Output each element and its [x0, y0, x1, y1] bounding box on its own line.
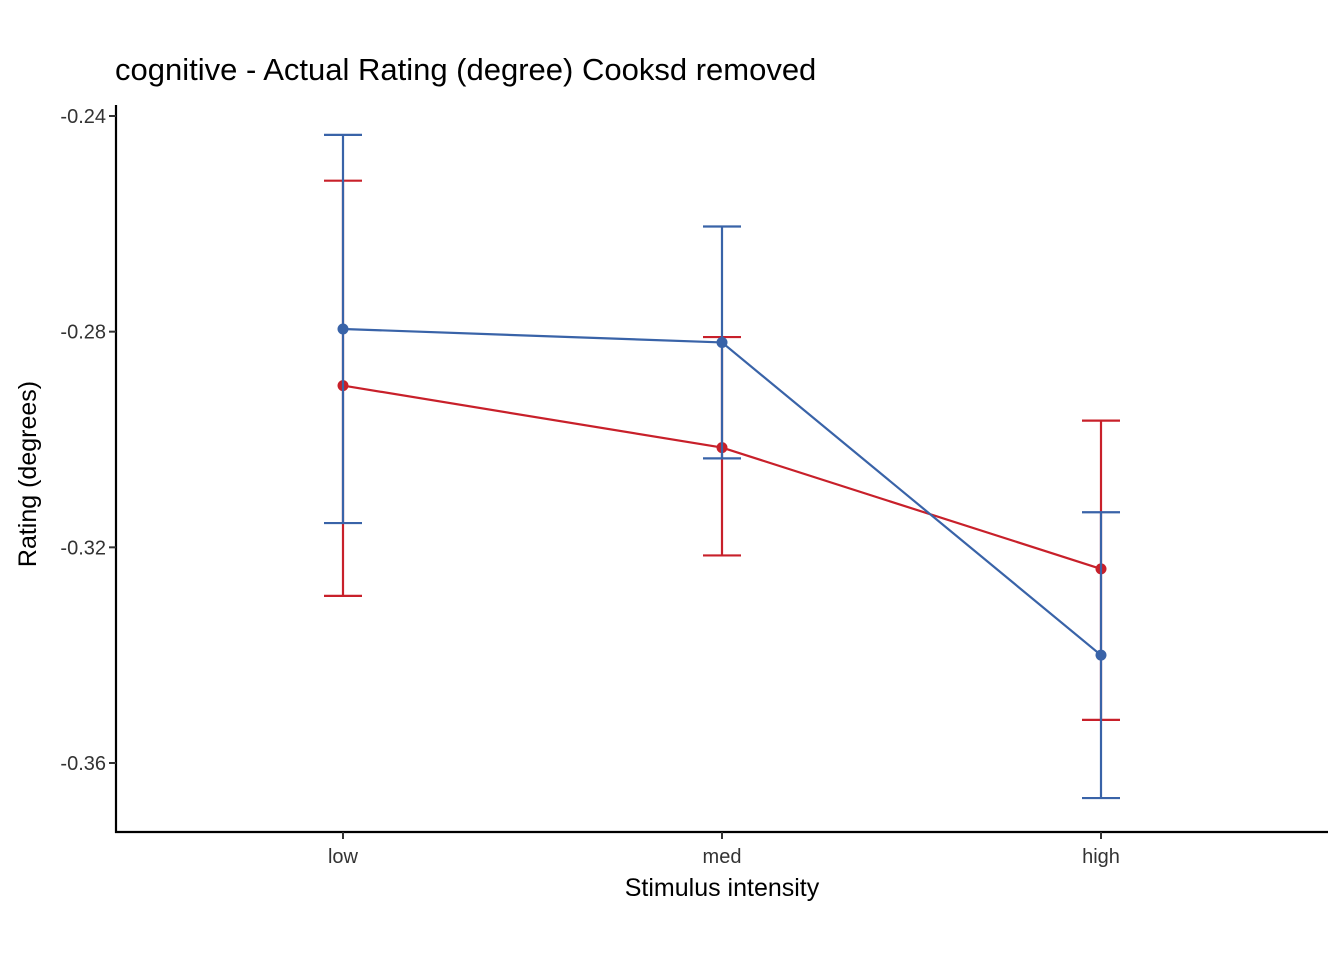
data-point	[716, 336, 728, 348]
data-point	[337, 323, 349, 335]
data-point	[1095, 649, 1107, 661]
y-tick-label: -0.32	[60, 537, 106, 559]
y-tick-label: -0.24	[60, 106, 106, 128]
y-axis-title: Rating (degrees)	[14, 381, 42, 567]
x-axis-title: Stimulus intensity	[625, 874, 820, 902]
x-tick-label: high	[1082, 846, 1120, 868]
x-tick-label: med	[703, 846, 742, 868]
series-group	[324, 133, 1120, 800]
x-tick-label: low	[328, 846, 359, 868]
series-layer	[324, 133, 1120, 800]
axes: -0.24 -0.28 -0.32 -0.36 low med high	[60, 105, 1328, 868]
y-tick-label: -0.28	[60, 322, 106, 344]
y-tick-label: -0.36	[60, 753, 106, 775]
chart-title: cognitive - Actual Rating (degree) Cooks…	[115, 52, 817, 87]
